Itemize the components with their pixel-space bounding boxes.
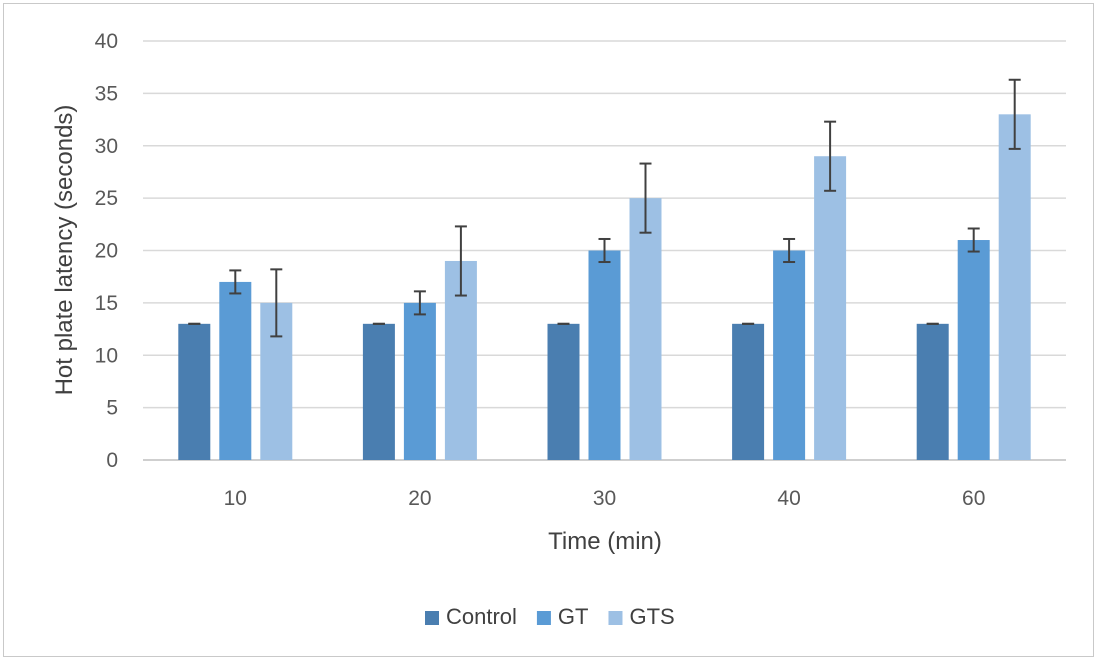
error-bar — [598, 237, 611, 264]
legend-swatch — [425, 611, 439, 625]
y-tick-labels: 0 5 10 15 20 25 30 35 40 — [95, 30, 118, 472]
gridlines — [143, 40, 1066, 461]
legend-swatch — [536, 611, 551, 625]
y-tick-label: 25 — [95, 187, 118, 210]
error-bar — [824, 120, 837, 192]
legend-label: Control — [446, 604, 517, 629]
error-bar — [1008, 78, 1021, 150]
y-tick-label: 40 — [95, 30, 118, 53]
error-bar — [413, 290, 426, 316]
error-bars — [188, 78, 1021, 338]
y-tick-label: 15 — [95, 292, 118, 315]
error-bar — [639, 162, 652, 234]
x-tick-label: 20 — [408, 487, 431, 510]
x-axis-title: Time (min) — [548, 528, 662, 555]
error-bar — [270, 268, 283, 338]
legend: Control GT GTS — [425, 604, 675, 629]
bar-gt-40 — [773, 250, 806, 460]
x-tick-label: 60 — [962, 487, 985, 510]
y-tick-label: 10 — [95, 344, 118, 367]
legend-swatch — [608, 611, 623, 625]
y-axis-title: Hot plate latency (seconds) — [51, 105, 78, 396]
y-tick-label: 20 — [95, 240, 118, 263]
bar-control-40 — [732, 323, 765, 460]
y-tick-label: 30 — [95, 135, 118, 158]
bars — [178, 114, 1031, 460]
legend-label: GT — [558, 604, 589, 629]
y-tick-label: 0 — [106, 449, 118, 472]
legend-item: GT — [536, 604, 589, 629]
x-tick-label: 30 — [593, 487, 616, 510]
error-bar — [229, 269, 242, 295]
bar-gt-60 — [957, 240, 990, 460]
legend-item: GTS — [608, 604, 675, 629]
bar-gt-10 — [219, 281, 252, 460]
y-tick-label: 5 — [106, 397, 118, 420]
x-tick-label: 10 — [224, 487, 247, 510]
error-bar — [454, 225, 467, 297]
bar-control-30 — [547, 323, 580, 460]
x-tick-label: 40 — [777, 487, 800, 510]
bar-gt-30 — [588, 250, 621, 460]
bar-gts-60 — [998, 114, 1031, 460]
error-bar — [783, 237, 796, 264]
bar-gt-20 — [403, 302, 436, 460]
x-tick-labels: 10 20 30 40 60 — [224, 487, 986, 510]
legend-item: Control — [425, 604, 517, 629]
bar-gts-30 — [629, 198, 662, 460]
legend-label: GTS — [629, 604, 674, 629]
bar-control-60 — [916, 323, 949, 460]
y-tick-label: 35 — [95, 82, 118, 105]
bar-gts-40 — [814, 156, 847, 460]
bar-control-10 — [178, 323, 211, 460]
error-bar — [967, 227, 980, 253]
bar-control-20 — [362, 323, 395, 460]
